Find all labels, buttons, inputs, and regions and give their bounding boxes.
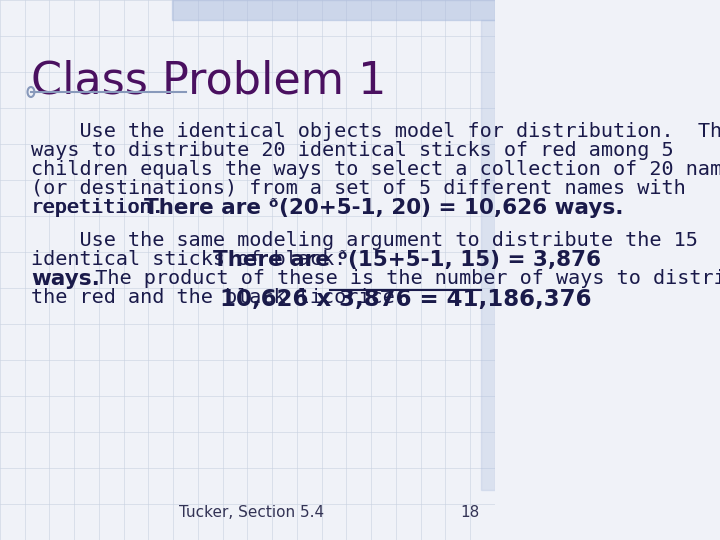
Text: the red and the black licorice.: the red and the black licorice. [31, 288, 407, 307]
Text: children equals the ways to select a collection of 20 names: children equals the ways to select a col… [31, 160, 720, 179]
Text: Class Problem 1: Class Problem 1 [31, 60, 387, 103]
Text: Tucker, Section 5.4: Tucker, Section 5.4 [179, 505, 324, 520]
Text: The product of these is the number of ways to distribute: The product of these is the number of wa… [71, 269, 720, 288]
Text: repetition.: repetition. [31, 198, 164, 217]
Bar [172, 0, 495, 20]
Text: (or destinations) from a set of 5 different names with: (or destinations) from a set of 5 differ… [31, 179, 685, 198]
Bar [481, 20, 495, 490]
Text: There are ᶞ(15+5-1, 15) = 3,876: There are ᶞ(15+5-1, 15) = 3,876 [213, 250, 601, 270]
Text: identical sticks of black.: identical sticks of black. [31, 250, 370, 269]
Text: Use the identical objects model for distribution.  The: Use the identical objects model for dist… [31, 122, 720, 141]
Text: ways.: ways. [31, 269, 100, 289]
Text: There are ᶞ(20+5-1, 20) = 10,626 ways.: There are ᶞ(20+5-1, 20) = 10,626 ways. [144, 198, 624, 218]
Text: ways to distribute 20 identical sticks of red among 5: ways to distribute 20 identical sticks o… [31, 141, 673, 160]
Text: 10,626 x 3,876 = 41,186,376: 10,626 x 3,876 = 41,186,376 [220, 288, 591, 311]
Text: repetition.: repetition. [31, 198, 213, 217]
Text: Use the same modeling argument to distribute the 15: Use the same modeling argument to distri… [31, 231, 698, 250]
Text: 18: 18 [461, 505, 480, 520]
